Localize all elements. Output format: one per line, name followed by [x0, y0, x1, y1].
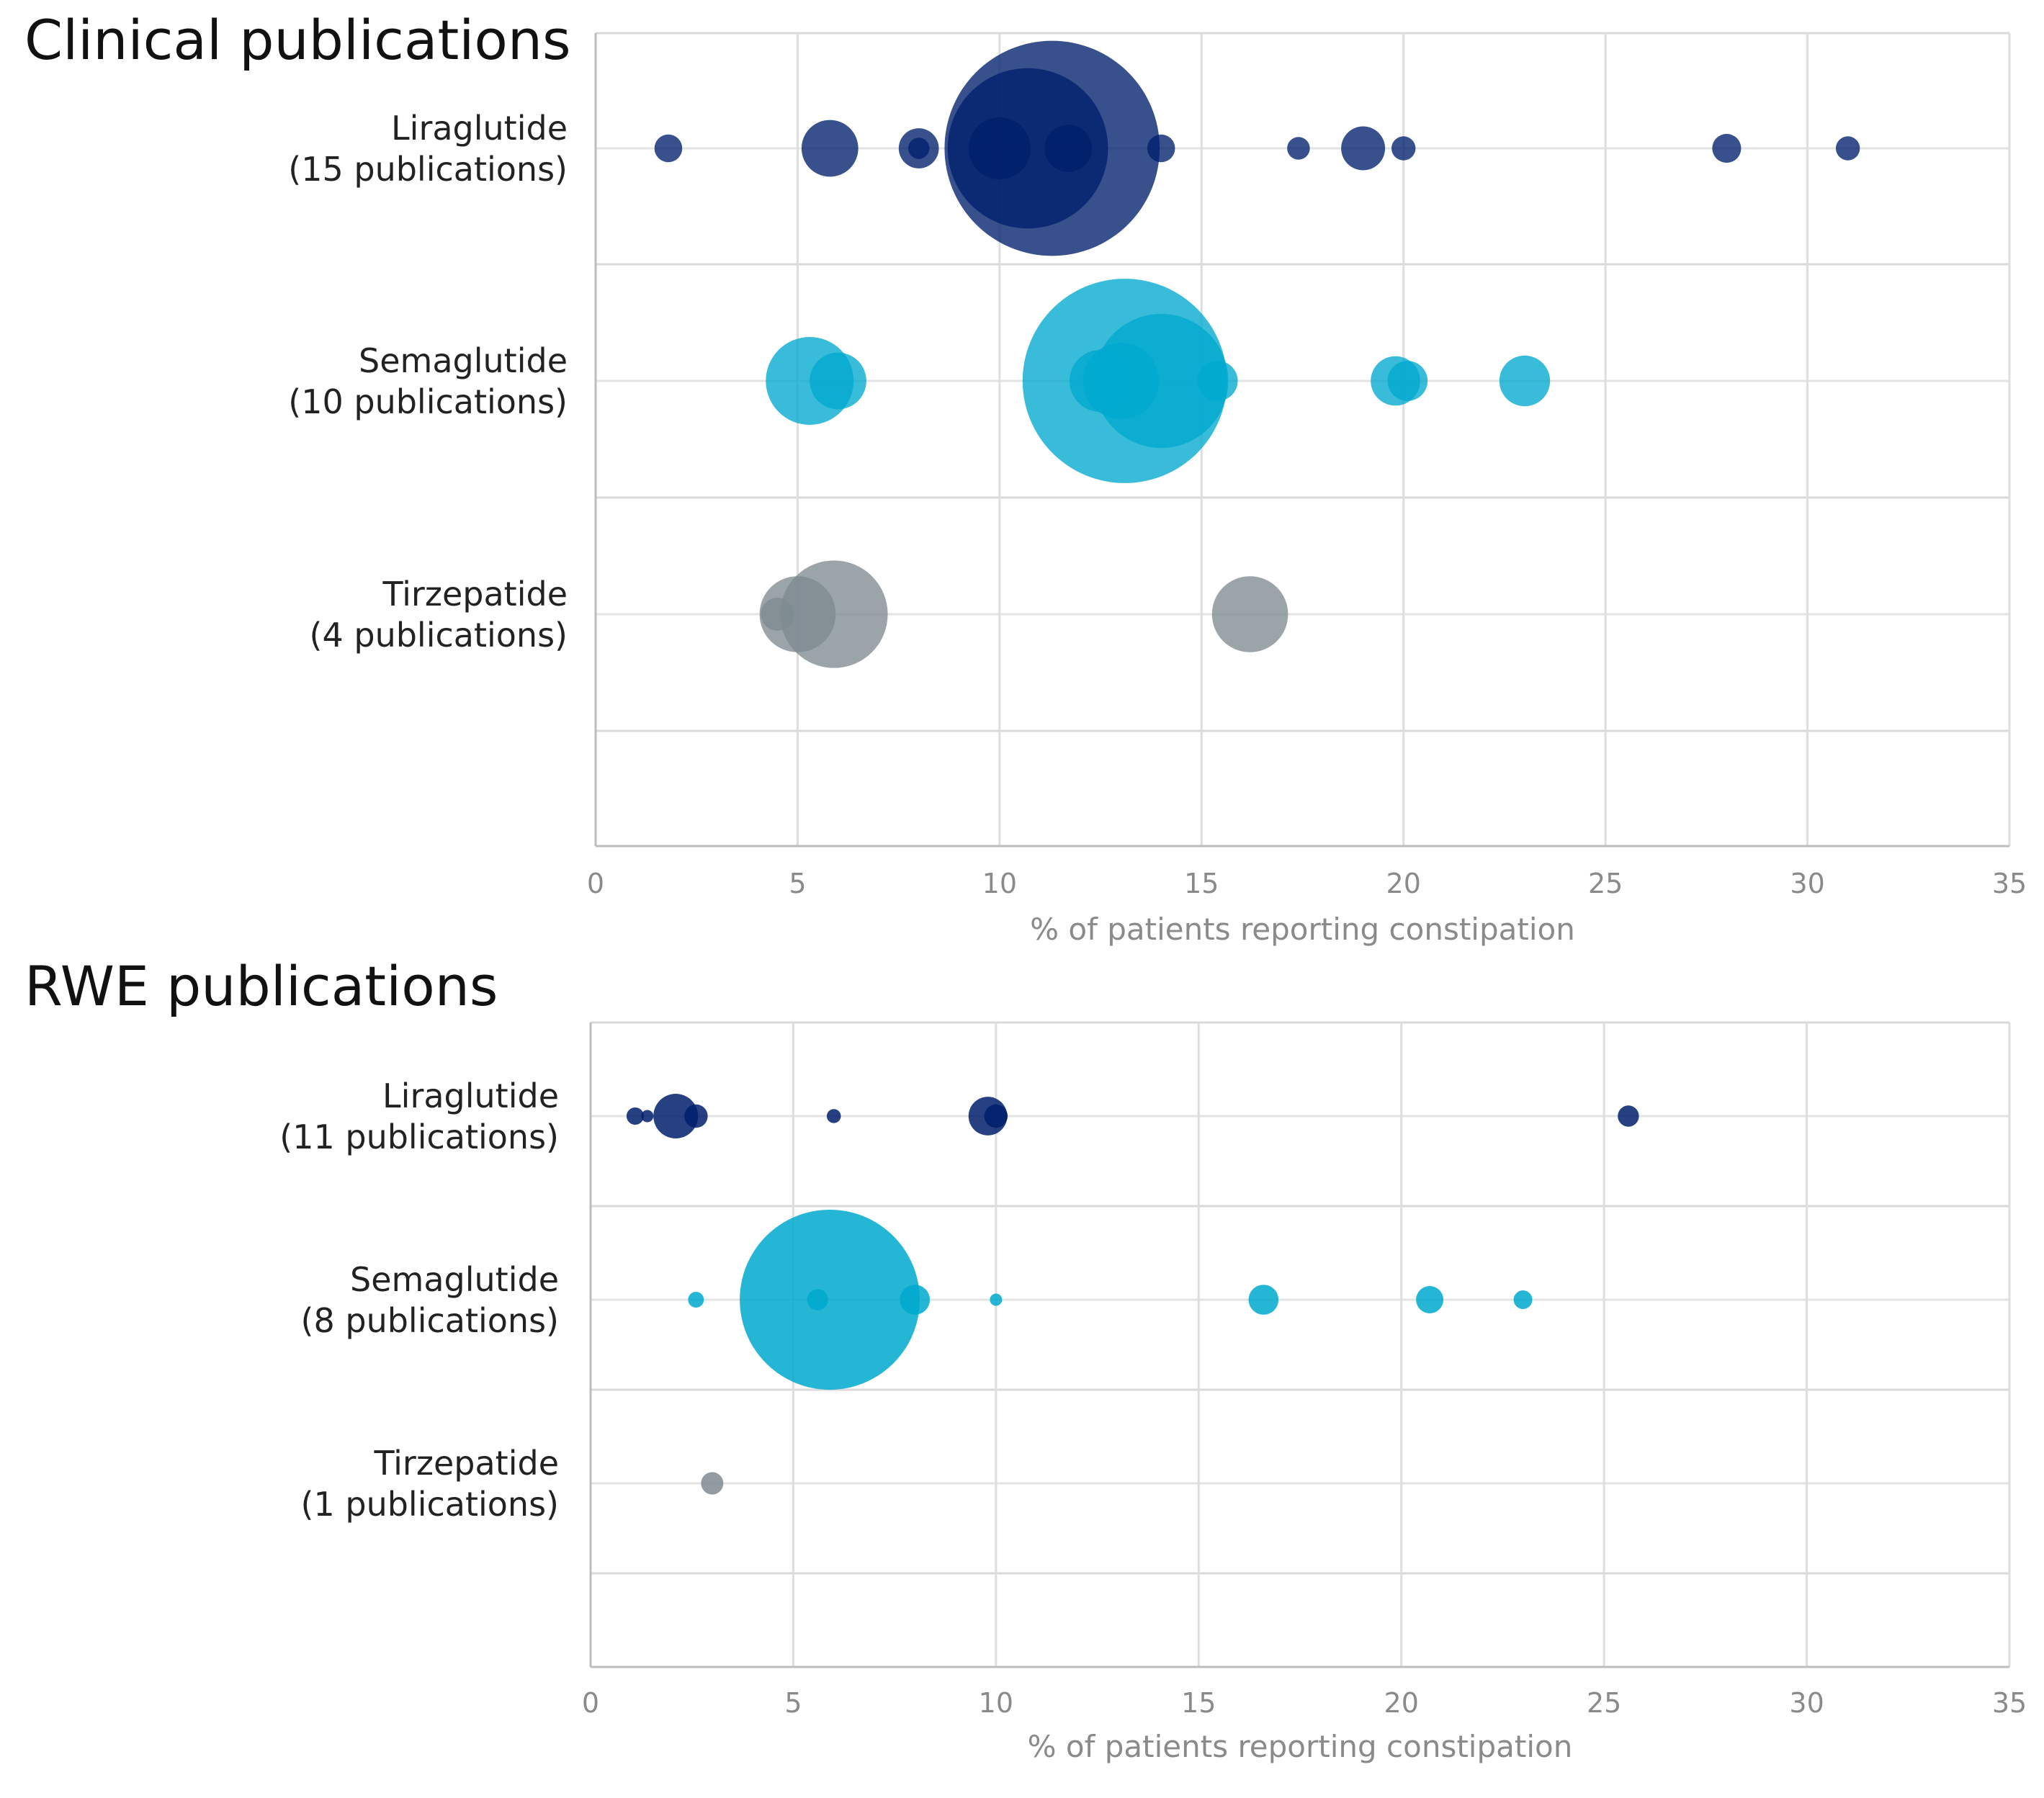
rwe-bubble-semaglutide	[1416, 1286, 1444, 1313]
clinical-bubble-liraglutide	[907, 138, 930, 159]
clinical-x-tick-label: 35	[1992, 868, 2027, 899]
clinical-bubble-liraglutide	[801, 120, 859, 177]
clinical-x-tick-label: 15	[1184, 868, 1219, 899]
clinical-bubble-semaglutide	[1499, 355, 1551, 407]
rwe-bubble-semaglutide	[807, 1289, 828, 1311]
clinical-bubble-liraglutide	[1391, 136, 1416, 161]
rwe-bubble-semaglutide	[688, 1292, 704, 1308]
rwe-bubble-chart: 0 5 10 15 20 25 30 35 % of patients reporting co…	[279, 1021, 2027, 1764]
clinical-bubble-liraglutide	[1712, 133, 1742, 163]
rwe-bubble-liraglutide	[1618, 1105, 1639, 1127]
rwe-x-tick-label: 30	[1789, 1687, 1824, 1719]
clinical-series-liraglutide	[654, 40, 1860, 256]
clinical-series-semaglutide	[766, 279, 1551, 483]
clinical-x-tick-label: 20	[1386, 868, 1421, 899]
rwe-x-tick-label: 35	[1992, 1687, 2027, 1719]
clinical-bubble-liraglutide	[1341, 126, 1386, 171]
clinical-bubble-liraglutide	[1287, 137, 1310, 160]
rwe-series-tirzepatide	[701, 1472, 724, 1495]
clinical-x-tick-label: 0	[587, 868, 604, 899]
rwe-bubble-semaglutide	[990, 1293, 1003, 1306]
clinical-bubble-semaglutide	[1197, 361, 1238, 401]
rwe-row-label-tirzepatide: Tirzepatide	[373, 1444, 559, 1483]
rwe-bubble-liraglutide	[984, 1104, 1008, 1128]
clinical-series-tirzepatide	[759, 560, 1288, 668]
clinical-bubble-semaglutide	[810, 352, 866, 410]
rwe-x-tick-label: 5	[784, 1687, 802, 1719]
clinical-bubble-liraglutide	[654, 134, 683, 163]
rwe-bubble-tirzepatide	[701, 1472, 724, 1495]
clinical-x-tick-label: 5	[789, 868, 806, 899]
clinical-bubble-tirzepatide	[759, 576, 836, 652]
rwe-series-liraglutide	[626, 1094, 1639, 1138]
clinical-row-count-tirzepatide: (4 publications)	[310, 616, 568, 655]
rwe-bubble-liraglutide	[641, 1110, 654, 1123]
rwe-bubble-liraglutide	[626, 1107, 644, 1125]
clinical-bubble-liraglutide	[1044, 125, 1093, 172]
rwe-bubble-semaglutide	[1513, 1290, 1533, 1309]
clinical-bubble-liraglutide	[1835, 136, 1860, 161]
clinical-bubble-liraglutide	[1147, 134, 1175, 163]
rwe-row-count-tirzepatide: (1 publications)	[301, 1485, 559, 1524]
rwe-x-axis-title: % of patients reporting constipation	[1028, 1729, 1573, 1764]
rwe-series-semaglutide	[688, 1210, 1533, 1390]
rwe-x-tick-label: 25	[1587, 1687, 1621, 1719]
clinical-row-count-liraglutide: (15 publications)	[288, 150, 568, 189]
clinical-row-label-tirzepatide: Tirzepatide	[382, 575, 568, 613]
rwe-row-label-liraglutide: Liraglutide	[382, 1076, 559, 1115]
rwe-row-label-semaglutide: Semaglutide	[350, 1260, 559, 1299]
clinical-bubble-tirzepatide	[761, 598, 794, 631]
clinical-x-axis-title: % of patients reporting constipation	[1030, 912, 1575, 947]
clinical-row-count-semaglutide: (10 publications)	[288, 382, 568, 421]
rwe-bubble-semaglutide	[740, 1210, 920, 1390]
rwe-bubble-semaglutide	[900, 1285, 931, 1315]
rwe-bubble-liraglutide	[684, 1104, 708, 1128]
rwe-x-tick-label: 20	[1384, 1687, 1419, 1719]
clinical-bubble-chart: 0 5 10 15 20 25 30 35 % of patients reporting co…	[288, 32, 2027, 947]
rwe-x-tick-label: 10	[979, 1687, 1013, 1719]
rwe-bubble-semaglutide	[1248, 1285, 1279, 1315]
clinical-bubble-liraglutide	[968, 117, 1031, 180]
rwe-bubble-liraglutide	[826, 1109, 841, 1123]
clinical-x-tick-label: 30	[1790, 868, 1824, 899]
clinical-row-label-liraglutide: Liraglutide	[391, 109, 568, 148]
rwe-bubble-liraglutide	[653, 1094, 699, 1138]
clinical-bubble-tirzepatide	[1211, 576, 1288, 652]
clinical-bubble-semaglutide	[1387, 361, 1428, 401]
clinical-row-label-semaglutide: Semaglutide	[359, 341, 568, 380]
clinical-bubble-semaglutide	[1069, 349, 1132, 413]
clinical-x-tick-label: 10	[982, 868, 1017, 899]
clinical-x-tick-label: 25	[1588, 868, 1623, 899]
rwe-x-tick-label: 0	[582, 1687, 599, 1719]
rwe-row-count-semaglutide: (8 publications)	[301, 1301, 559, 1340]
clinical-chart-title: Clinical publications	[24, 8, 571, 72]
rwe-x-tick-label: 15	[1181, 1687, 1216, 1719]
rwe-row-count-liraglutide: (11 publications)	[279, 1118, 559, 1156]
rwe-chart-title: RWE publications	[24, 954, 498, 1018]
